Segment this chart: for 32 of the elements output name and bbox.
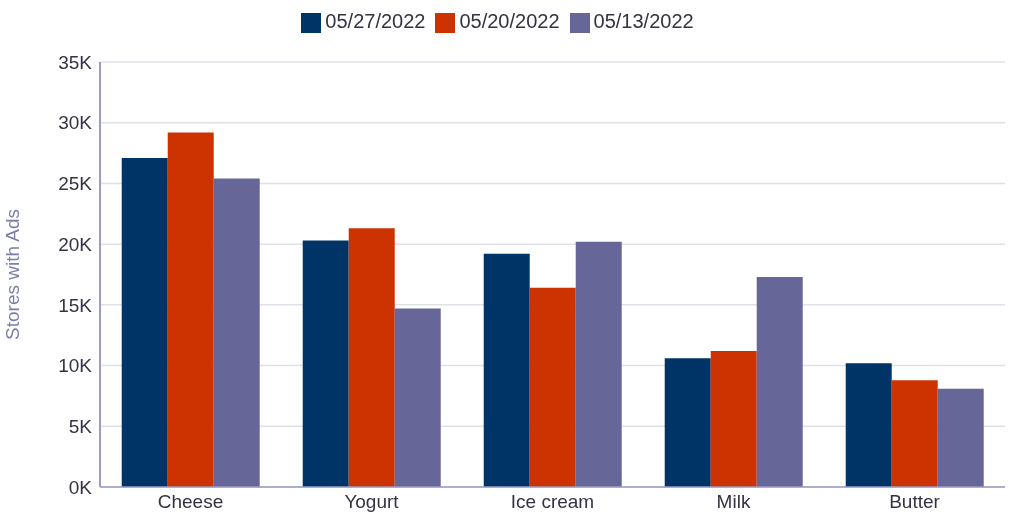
bar [664,358,711,487]
legend-label: 05/27/2022 [325,10,426,32]
x-tick-label: Butter [889,491,941,513]
bar [213,178,260,487]
legend-label: 05/13/2022 [593,10,694,32]
bar [756,276,803,487]
bar [891,380,938,487]
bar [937,388,984,487]
x-tick-label: Milk [716,491,751,513]
bar [845,363,892,487]
y-axis-title: Stores with Ads [1,209,23,340]
bar [710,351,757,487]
bar [529,287,576,487]
legend-label: 05/20/2022 [459,10,560,32]
y-tick-label: 25K [58,173,93,195]
bar [121,157,168,487]
bar [348,228,395,487]
bar [575,241,622,487]
y-tick-label: 20K [58,233,93,255]
bar [394,308,441,487]
y-tick-label: 0K [68,476,93,498]
y-tick-label: 15K [58,294,93,316]
x-tick-label: Ice cream [510,491,595,513]
bar [302,240,349,487]
y-tick-label: 5K [68,416,93,438]
y-tick-label: 35K [58,51,93,73]
y-tick-label: 30K [58,112,93,134]
bar [167,132,214,487]
bar [483,253,530,487]
x-tick-label: Yogurt [344,491,400,513]
y-tick-label: 10K [58,355,93,377]
x-tick-label: Cheese [157,491,224,513]
